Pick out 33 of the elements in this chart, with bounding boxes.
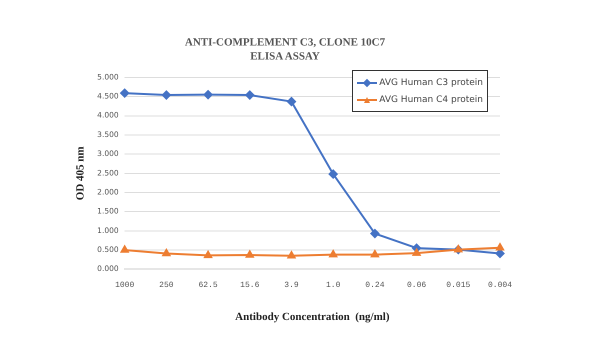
- point: [370, 250, 379, 258]
- x-tick-label: 0.24: [365, 281, 385, 290]
- point: [496, 243, 504, 250]
- x-tick-label: 1.0: [326, 281, 341, 290]
- point: [204, 90, 213, 100]
- x-tick-label: 3.9: [284, 281, 299, 290]
- x-tick-label: 62.5: [198, 281, 218, 290]
- point: [162, 90, 171, 100]
- point: [245, 90, 254, 100]
- point: [287, 251, 296, 259]
- x-tick-label: 250: [159, 281, 174, 290]
- point: [328, 170, 338, 179]
- x-axis-title: Antibody Concentration (ng/ml): [235, 311, 390, 324]
- point: [204, 250, 212, 258]
- legend-label: AVG Human C4 protein: [379, 94, 483, 104]
- legend-label: AVG Human C3 protein: [379, 78, 483, 88]
- point: [120, 246, 129, 253]
- point: [329, 250, 338, 258]
- x-tick-label: 1000: [115, 281, 134, 290]
- point: [246, 250, 254, 258]
- x-tick-label: 15.6: [240, 281, 260, 290]
- x-tick-label: 0.06: [406, 281, 426, 290]
- point: [412, 248, 421, 256]
- point: [120, 88, 130, 98]
- point: [162, 248, 170, 256]
- point: [454, 245, 462, 252]
- point: [286, 97, 296, 106]
- x-tick-label: 0.004: [488, 281, 512, 290]
- x-tick-label: 0.015: [446, 281, 470, 290]
- y-axis-title: OD 405 nm: [74, 146, 86, 200]
- chart-title: ANTI-COMPLEMENT C3, CLONE 10C7: [184, 36, 386, 48]
- chart-subtitle: ELISA ASSAY: [250, 50, 320, 63]
- point: [370, 229, 380, 238]
